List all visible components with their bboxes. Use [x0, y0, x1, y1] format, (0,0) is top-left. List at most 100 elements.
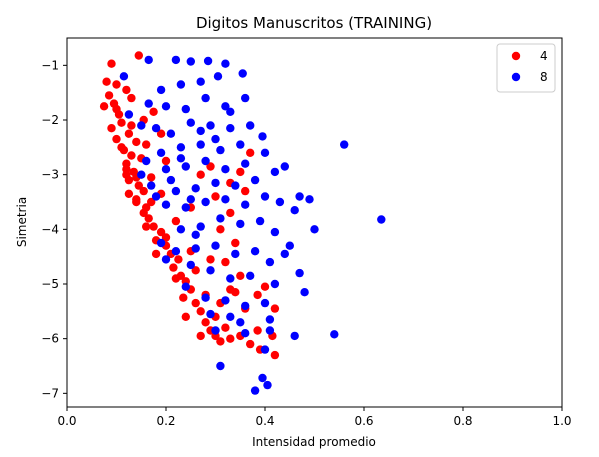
- data-point-4: [174, 255, 182, 263]
- data-point-4: [100, 102, 108, 110]
- x-tick-label: 0.4: [255, 414, 274, 428]
- data-point-8: [261, 192, 269, 200]
- data-point-8: [211, 179, 219, 187]
- data-point-4: [162, 157, 170, 165]
- data-point-8: [263, 381, 271, 389]
- data-point-8: [214, 72, 222, 80]
- data-point-8: [236, 220, 244, 228]
- data-point-8: [261, 345, 269, 353]
- x-tick-label: 0.0: [57, 414, 76, 428]
- data-point-8: [286, 242, 294, 250]
- data-point-8: [211, 135, 219, 143]
- legend-label-4: 4: [540, 49, 548, 63]
- data-point-8: [300, 288, 308, 296]
- data-point-8: [167, 176, 175, 184]
- data-point-8: [266, 315, 274, 323]
- data-point-4: [140, 187, 148, 195]
- y-axis-label: Simetria: [15, 197, 29, 247]
- data-point-8: [204, 57, 212, 65]
- data-point-8: [271, 168, 279, 176]
- data-point-4: [231, 288, 239, 296]
- data-point-4: [241, 187, 249, 195]
- data-point-4: [192, 299, 200, 307]
- data-point-4: [201, 318, 209, 326]
- data-point-8: [226, 274, 234, 282]
- data-point-8: [271, 228, 279, 236]
- y-tick-label: −4: [41, 222, 59, 236]
- data-point-4: [216, 337, 224, 345]
- data-point-4: [271, 304, 279, 312]
- data-point-8: [192, 231, 200, 239]
- data-point-8: [192, 244, 200, 252]
- data-point-8: [197, 127, 205, 135]
- data-point-8: [221, 165, 229, 173]
- data-point-8: [147, 181, 155, 189]
- x-tick-label: 0.6: [354, 414, 373, 428]
- legend-marker-8: [512, 73, 520, 81]
- data-point-8: [172, 187, 180, 195]
- data-point-4: [127, 151, 135, 159]
- data-point-4: [169, 263, 177, 271]
- y-tick-label: −3: [41, 168, 59, 182]
- data-point-4: [140, 209, 148, 217]
- data-point-4: [231, 239, 239, 247]
- data-point-8: [206, 266, 214, 274]
- data-point-8: [251, 386, 259, 394]
- data-point-8: [236, 318, 244, 326]
- data-point-8: [216, 362, 224, 370]
- x-tick-label: 0.2: [156, 414, 175, 428]
- data-point-8: [206, 310, 214, 318]
- data-point-4: [216, 225, 224, 233]
- data-point-8: [177, 154, 185, 162]
- data-point-8: [157, 86, 165, 94]
- data-point-8: [145, 56, 153, 64]
- data-point-8: [197, 78, 205, 86]
- data-point-8: [236, 140, 244, 148]
- data-point-8: [261, 299, 269, 307]
- data-point-8: [152, 124, 160, 132]
- data-point-4: [172, 274, 180, 282]
- data-point-8: [281, 162, 289, 170]
- data-point-8: [258, 374, 266, 382]
- data-point-8: [261, 149, 269, 157]
- x-tick-label: 0.8: [453, 414, 472, 428]
- data-point-8: [241, 160, 249, 168]
- data-point-4: [149, 222, 157, 230]
- data-point-8: [295, 192, 303, 200]
- data-point-8: [221, 60, 229, 68]
- data-point-4: [226, 335, 234, 343]
- data-point-8: [251, 247, 259, 255]
- data-point-4: [127, 121, 135, 129]
- y-tick-label: −6: [41, 332, 59, 346]
- y-tick-label: −1: [41, 58, 59, 72]
- data-point-4: [107, 60, 115, 68]
- data-point-4: [172, 217, 180, 225]
- data-point-4: [132, 138, 140, 146]
- data-point-8: [241, 201, 249, 209]
- data-point-4: [142, 222, 150, 230]
- data-point-4: [125, 190, 133, 198]
- data-point-8: [201, 294, 209, 302]
- legend-marker-4: [512, 52, 520, 60]
- data-point-8: [162, 102, 170, 110]
- legend: 48: [497, 44, 555, 92]
- data-point-8: [182, 105, 190, 113]
- data-point-8: [310, 225, 318, 233]
- data-point-8: [216, 214, 224, 222]
- data-point-8: [177, 80, 185, 88]
- data-point-4: [112, 135, 120, 143]
- x-axis-label: Intensidad promedio: [252, 435, 376, 449]
- data-point-8: [291, 332, 299, 340]
- data-point-4: [206, 255, 214, 263]
- data-point-4: [117, 143, 125, 151]
- data-point-8: [182, 283, 190, 291]
- data-point-8: [187, 195, 195, 203]
- data-point-8: [340, 140, 348, 148]
- data-point-4: [253, 291, 261, 299]
- data-point-8: [120, 72, 128, 80]
- y-tick-label: −2: [41, 113, 59, 127]
- data-point-4: [107, 124, 115, 132]
- y-tick-label: −5: [41, 277, 59, 291]
- data-point-4: [125, 130, 133, 138]
- data-point-4: [127, 94, 135, 102]
